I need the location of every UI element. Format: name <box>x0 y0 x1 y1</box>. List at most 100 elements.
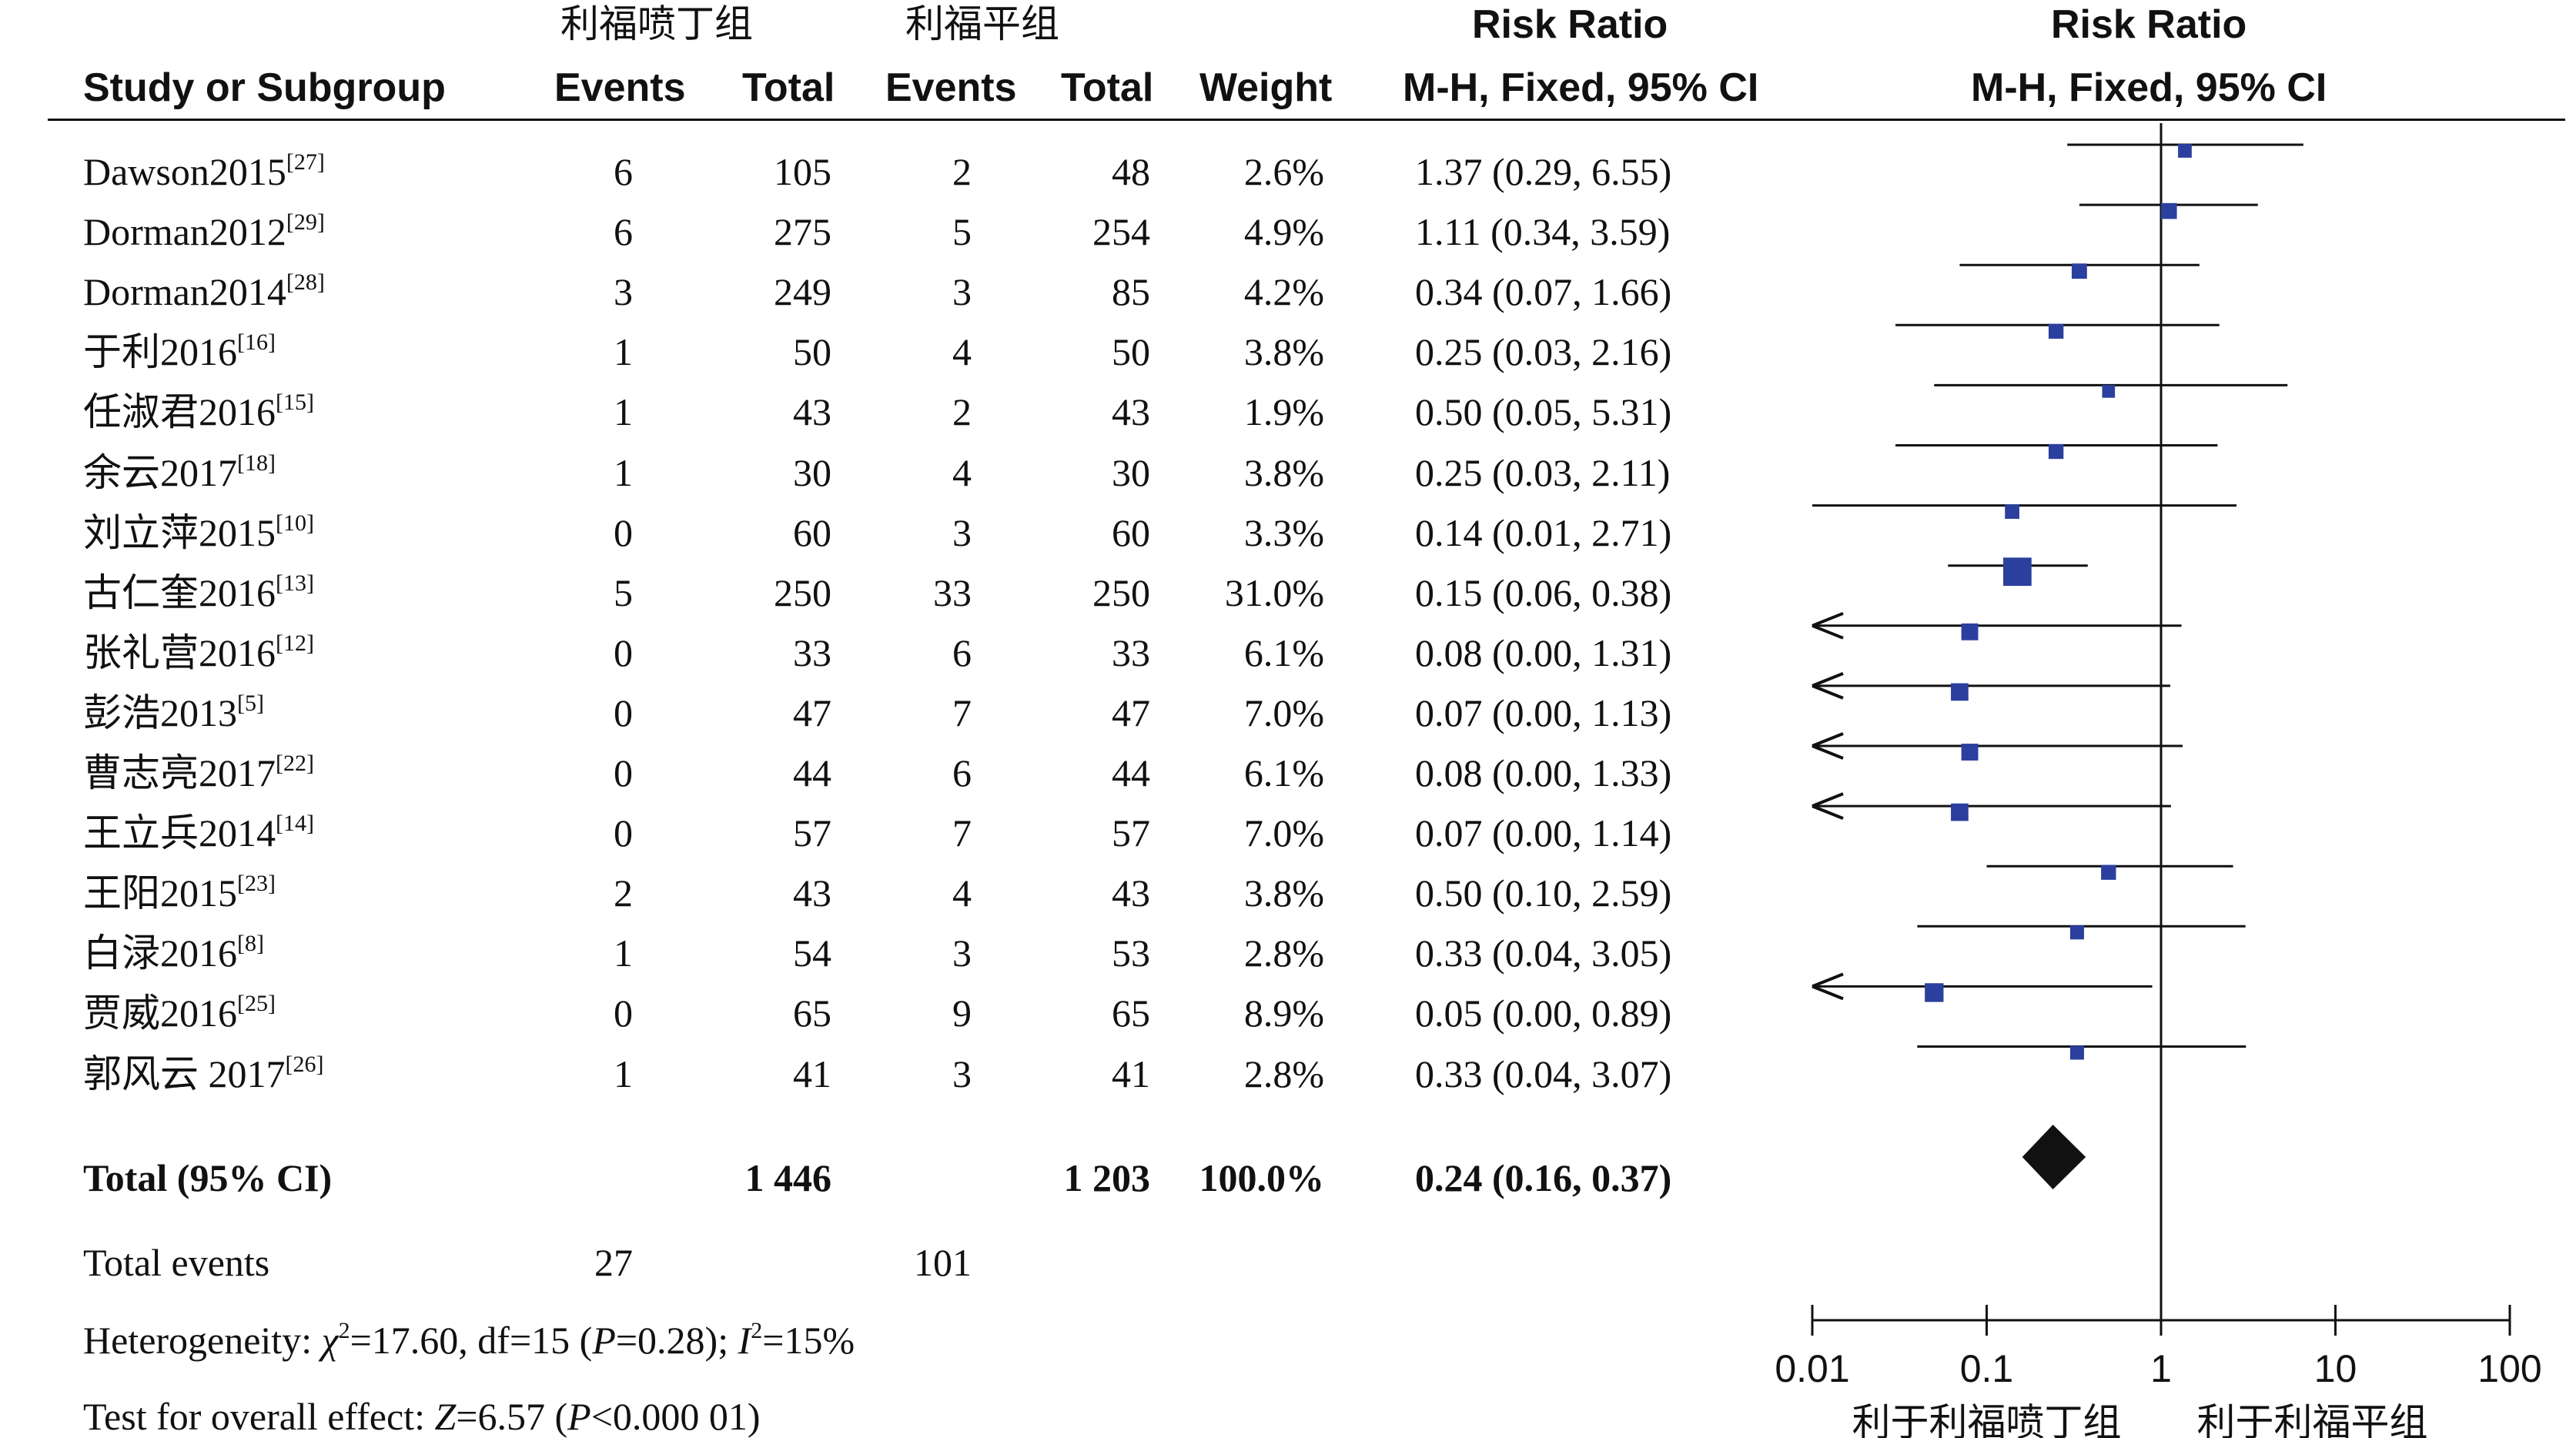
weight-cell: 7.0% <box>1243 691 1324 734</box>
effect-square <box>2101 864 2116 880</box>
rr-plot-title: Risk Ratio <box>2051 2 2247 47</box>
effect-square <box>1951 803 1969 821</box>
total-group2-cell: 47 <box>1112 691 1150 734</box>
study-label: 古仁奎2016 <box>83 570 276 614</box>
weight-cell: 3.8% <box>1243 450 1324 494</box>
study-label: 刘立萍2015 <box>83 510 276 554</box>
events-group2: 3 <box>952 270 972 314</box>
total-group2-cell: 53 <box>1112 931 1150 975</box>
favours-right-label: 利于利福平组 <box>2197 1400 2428 1438</box>
study-name: 曹志亮2017[22] <box>83 751 314 794</box>
study-name: 任淑君2016[15] <box>83 390 314 432</box>
study-name: 白渌2016[8] <box>83 931 264 975</box>
total-group2-cell: 43 <box>1112 871 1150 915</box>
weight-cell: 7.0% <box>1243 811 1324 855</box>
study-label: 贾威2016 <box>83 992 237 1035</box>
total-group1-cell: 250 <box>774 570 831 614</box>
events2-header: Events <box>885 65 1017 110</box>
total-group1-cell: 105 <box>774 150 831 193</box>
total-events-group1: 27 <box>594 1241 633 1284</box>
heterogeneity-prefix: Heterogeneity: <box>83 1319 322 1362</box>
events-group1: 2 <box>614 871 633 915</box>
total-label: Total (95% CI) <box>83 1156 333 1199</box>
study-label: 王立兵2014 <box>83 811 276 855</box>
study-label: 王阳2015 <box>83 871 237 915</box>
study-ref: [15] <box>276 390 314 416</box>
effect-square <box>1951 683 1969 701</box>
rr-ci-cell: 0.50 (0.05, 5.31) <box>1415 390 1672 434</box>
total1-header: Total <box>742 65 835 110</box>
rr-ci-cell: 0.34 (0.07, 1.66) <box>1415 270 1672 314</box>
total-group2-cell: 48 <box>1112 150 1150 193</box>
total-group2-cell: 85 <box>1112 270 1150 314</box>
study-ref: [27] <box>286 149 325 175</box>
study-label: 于利2016 <box>83 330 237 374</box>
events-group2: 6 <box>952 630 972 674</box>
total-group1-cell: 65 <box>793 992 831 1035</box>
effect-square <box>2069 925 2084 940</box>
total-group1-cell: 30 <box>793 450 831 494</box>
total-group1: 1 446 <box>744 1156 832 1199</box>
i-symbol: I <box>738 1319 751 1362</box>
rr-ci-cell: 0.07 (0.00, 1.13) <box>1415 691 1672 734</box>
study-label: 余云2017 <box>83 450 237 494</box>
effect-square <box>2069 1045 2084 1060</box>
weight-cell: 6.1% <box>1243 630 1324 674</box>
weight-cell: 4.2% <box>1243 270 1324 314</box>
events-group2: 5 <box>952 210 972 254</box>
weight-cell: 3.8% <box>1243 330 1324 374</box>
weight-cell: 2.8% <box>1243 1052 1324 1095</box>
study-label: 白渌2016 <box>83 931 237 975</box>
study-name: Dorman2014[28] <box>83 270 325 314</box>
overall-prefix: Test for overall effect: <box>83 1395 435 1438</box>
study-ref: [28] <box>286 269 325 296</box>
study-ref: [22] <box>276 751 314 776</box>
study-ref: [23] <box>237 871 276 897</box>
effect-square <box>2160 202 2177 219</box>
events-group1: 1 <box>614 450 633 494</box>
z-value: =6.57 ( <box>456 1395 568 1438</box>
total-group1-cell: 50 <box>793 330 831 374</box>
study-name: 王阳2015[23] <box>83 871 276 915</box>
total-group2-cell: 250 <box>1092 570 1150 614</box>
total-group2-cell: 43 <box>1112 390 1150 434</box>
study-ref: [29] <box>286 209 325 236</box>
weight-header: Weight <box>1199 65 1333 110</box>
rr-ci-cell: 0.15 (0.06, 0.38) <box>1415 570 1672 614</box>
total-group2-cell: 44 <box>1112 751 1150 794</box>
events-group1: 6 <box>614 210 633 254</box>
study-label: 曹志亮2017 <box>83 751 276 794</box>
events-group1: 0 <box>614 751 633 794</box>
study-label: 张礼营2016 <box>83 630 276 674</box>
rr-method-header: M-H, Fixed, 95% CI <box>1403 65 1759 110</box>
study-ref: [18] <box>237 450 276 476</box>
events-group1: 5 <box>614 570 633 614</box>
weight-cell: 31.0% <box>1224 570 1324 614</box>
total-group2-cell: 254 <box>1092 210 1150 254</box>
total-weight: 100.0% <box>1199 1156 1325 1199</box>
total-group2-cell: 50 <box>1112 330 1150 374</box>
study-name: 于利2016[16] <box>83 330 276 374</box>
study-label: Dorman2012 <box>83 210 286 254</box>
study-ref: [14] <box>276 811 314 837</box>
total-group1-cell: 57 <box>793 811 831 855</box>
study-name: 贾威2016[25] <box>83 992 276 1035</box>
events-group1: 1 <box>614 330 633 374</box>
events-group2: 2 <box>952 150 972 193</box>
events-group1: 1 <box>614 931 633 975</box>
total-group1-cell: 41 <box>793 1052 831 1095</box>
study-label: Dorman2014 <box>83 270 286 314</box>
events-group2: 7 <box>952 691 972 734</box>
weight-cell: 1.9% <box>1243 390 1324 434</box>
rr-ci-cell: 1.37 (0.29, 6.55) <box>1415 150 1672 193</box>
study-label: 彭浩2013 <box>83 691 237 734</box>
events-group2: 3 <box>952 510 972 554</box>
events-group2: 4 <box>952 871 972 915</box>
x-tick-label: 10 <box>2314 1347 2357 1390</box>
weight-cell: 3.8% <box>1243 871 1324 915</box>
total-group1-cell: 44 <box>793 751 831 794</box>
total-group1-cell: 33 <box>793 630 831 674</box>
total-group1-cell: 249 <box>774 270 831 314</box>
events-group1: 0 <box>614 992 633 1035</box>
rr-ci-cell: 0.05 (0.00, 0.89) <box>1415 992 1672 1035</box>
